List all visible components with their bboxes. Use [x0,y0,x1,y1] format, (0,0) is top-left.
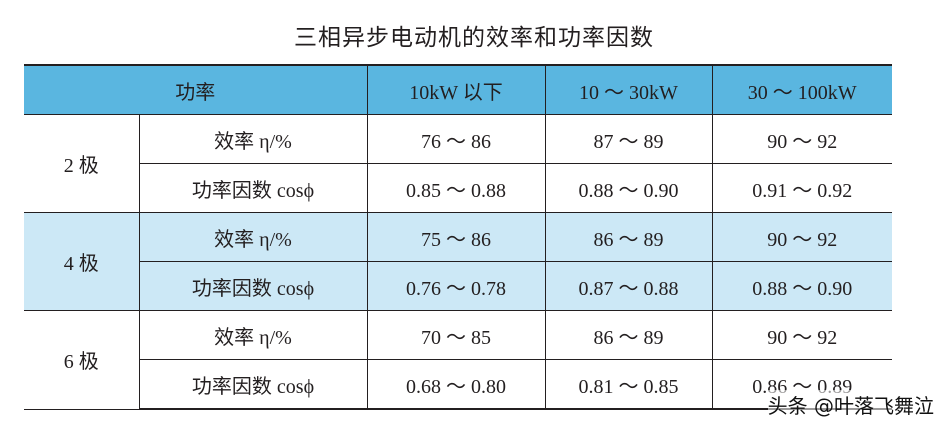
table-row: 功率因数 cosϕ 0.85 ～ 0.88 0.88 ～ 0.90 0.91 ～… [24,163,892,213]
table-cell: 87 ～ 89 [544,114,713,164]
table-row: 功率因数 cosϕ 0.68 ～ 0.80 0.81 ～ 0.85 0.86 ～… [24,359,892,410]
table-row: 功率因数 cosϕ 0.76 ～ 0.78 0.87 ～ 0.88 0.88 ～… [24,261,892,311]
pole-label: 2 极 [24,114,140,213]
row-label-efficiency: 效率 η/% [138,114,368,164]
table-row: 2 极 效率 η/% 76 ～ 86 87 ～ 89 90 ～ 92 [24,114,892,213]
table-cell: 86 ～ 89 [544,310,713,360]
table-cell: 0.85 ～ 0.88 [366,163,546,213]
table-cell: 90 ～ 92 [711,212,892,262]
row-label-power-factor: 功率因数 cosϕ [139,163,368,213]
header-power: 功率 [24,64,368,115]
table-title: 三相异步电动机的效率和功率因数 [294,25,654,51]
header-col-10-30kw: 10 ～ 30kW [544,64,713,115]
table-cell: 0.88 ～ 0.90 [544,163,713,213]
table-cell: 0.88 ～ 0.90 [711,261,892,311]
row-label-power-factor: 功率因数 cosϕ [139,359,368,410]
header-col-under-10kw: 10kW 以下 [366,64,546,115]
row-label-power-factor: 功率因数 cosϕ [139,261,368,311]
header-col-30-100kw: 30 ～ 100kW [711,64,892,115]
table-cell: 0.68 ～ 0.80 [366,359,546,410]
table-cell: 0.81 ～ 0.85 [544,359,713,410]
table-cell: 86 ～ 89 [544,212,713,262]
pole-label: 6 极 [24,310,140,410]
table-row: 4 极 效率 η/% 75 ～ 86 86 ～ 89 90 ～ 92 [24,212,892,311]
efficiency-power-factor-table: 功率 10kW 以下 10 ～ 30kW 30 ～ 100kW 2 极 效率 η… [24,64,892,410]
table-cell: 90 ～ 92 [711,114,892,164]
row-label-efficiency: 效率 η/% [138,212,368,262]
table-cell: 0.87 ～ 0.88 [544,261,713,311]
table-cell: 0.76 ～ 0.78 [366,261,546,311]
table-cell: 0.91 ～ 0.92 [711,163,892,213]
header-row: 功率 10kW 以下 10 ～ 30kW 30 ～ 100kW [24,64,892,115]
table-cell: 90 ～ 92 [711,310,892,360]
table-row: 6 极 效率 η/% 70 ～ 85 86 ～ 89 90 ～ 92 [24,310,892,410]
pole-label: 4 极 [24,212,140,311]
row-label-efficiency: 效率 η/% [138,310,368,360]
table-cell: 76 ～ 86 [366,114,546,164]
table-cell: 70 ～ 85 [366,310,546,360]
watermark: 头条 @叶落飞舞泣 [767,390,934,419]
table-cell: 75 ～ 86 [366,212,546,262]
